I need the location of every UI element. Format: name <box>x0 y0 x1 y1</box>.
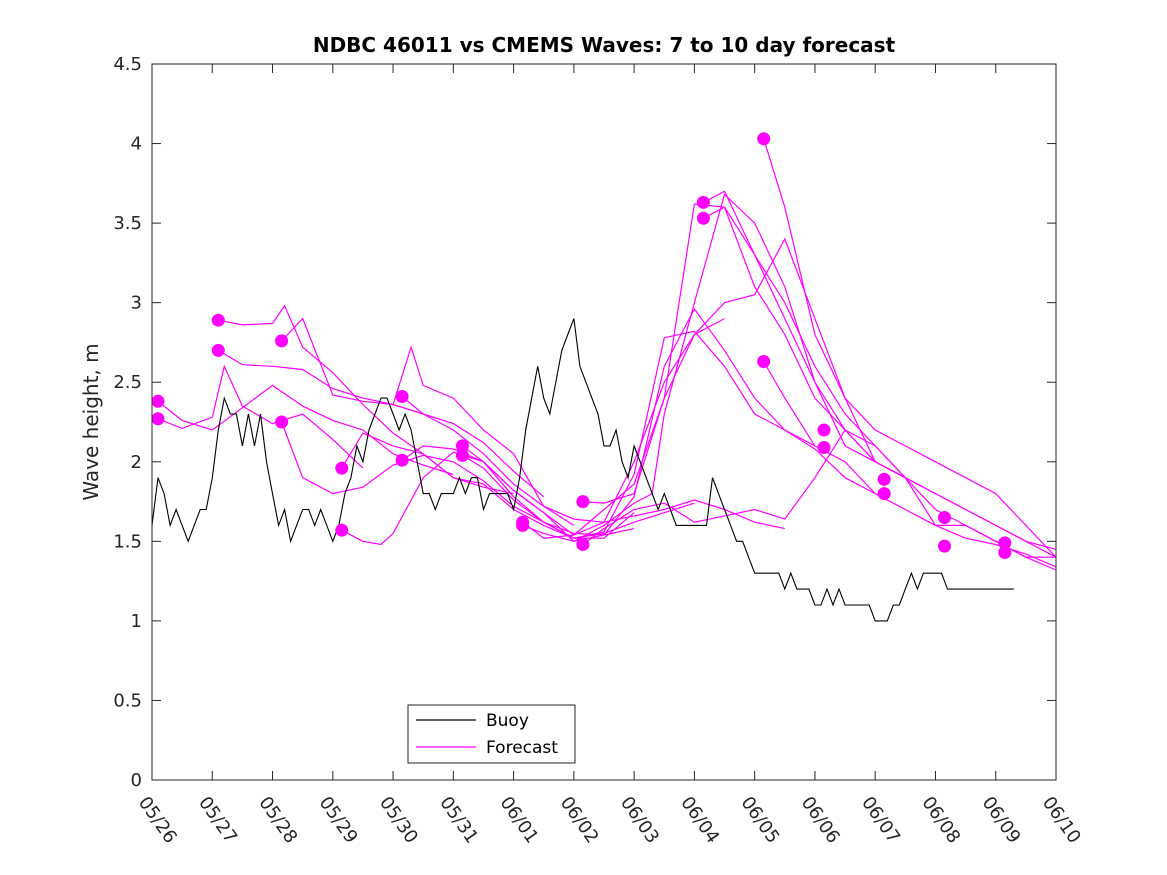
forecast-start-marker <box>335 523 349 537</box>
forecast-start-marker <box>817 441 831 454</box>
forecast-run-line <box>401 318 725 536</box>
y-tick-label: 0 <box>131 770 142 791</box>
legend-buoy-label: Buoy <box>486 711 529 731</box>
forecast-start-marker <box>516 518 530 532</box>
forecast-start-marker <box>151 394 165 408</box>
plot-area <box>152 64 1056 780</box>
forecast-run-line <box>157 364 364 469</box>
forecast-start-marker <box>455 448 469 462</box>
forecast-run-line <box>522 203 906 539</box>
forecast-start-marker <box>998 536 1012 550</box>
y-tick-label: 4.5 <box>113 54 142 75</box>
forecast-start-marker <box>757 355 771 368</box>
forecast-run-line <box>281 317 575 526</box>
forecast-start-marker <box>877 472 891 486</box>
forecast-start-marker <box>455 439 469 453</box>
forecast-run-line <box>462 330 876 539</box>
series-layer <box>151 132 1057 622</box>
forecast-start-marker <box>696 211 710 225</box>
forecast-start-marker <box>817 423 831 437</box>
forecast-start-marker <box>576 495 590 509</box>
axes-box <box>151 63 1057 781</box>
forecast-start-marker <box>938 511 951 524</box>
forecast-run-line <box>217 349 545 498</box>
buoy-series-line <box>151 318 1014 622</box>
forecast-start-marker <box>877 487 891 501</box>
chart-title: NDBC 46011 vs CMEMS Waves: 7 to 10 day f… <box>313 33 896 57</box>
forecast-start-marker <box>211 343 225 357</box>
forecast-start-marker <box>576 538 590 551</box>
forecast-start-marker <box>211 313 225 327</box>
forecast-run-line <box>281 421 635 536</box>
forecast-start-marker <box>696 195 710 209</box>
y-tick-label: 1.5 <box>113 531 142 552</box>
y-axis-label: Wave height, m <box>79 343 103 500</box>
forecast-start-marker <box>998 546 1012 559</box>
forecast-start-marker <box>395 390 409 403</box>
legend: Buoy Forecast <box>407 704 576 764</box>
legend-forecast-label: Forecast <box>486 738 558 758</box>
y-tick-label: 3 <box>131 293 142 314</box>
forecast-run-line <box>401 396 785 530</box>
forecast-start-marker <box>275 334 289 348</box>
y-tick-label: 2.5 <box>113 372 142 393</box>
forecast-run-line <box>582 429 1057 571</box>
forecast-start-marker <box>335 461 349 475</box>
forecast-start-marker <box>938 539 951 553</box>
forecast-start-marker <box>275 415 289 429</box>
forecast-start-marker <box>151 412 165 426</box>
forecast-start-marker <box>757 132 771 146</box>
y-tick-label: 1 <box>131 611 142 632</box>
y-tick-label: 2 <box>131 452 142 473</box>
forecast-start-marker <box>395 453 409 467</box>
forecast-run-line <box>522 193 876 542</box>
forecast-run-line <box>703 206 1057 558</box>
y-tick-label: 0.5 <box>113 690 142 711</box>
y-tick-label: 3.5 <box>113 213 142 234</box>
forecast-run-line <box>462 307 816 542</box>
legend-box <box>407 704 576 764</box>
forecast-run-line <box>763 138 1057 558</box>
y-tick-label: 4 <box>131 134 142 155</box>
